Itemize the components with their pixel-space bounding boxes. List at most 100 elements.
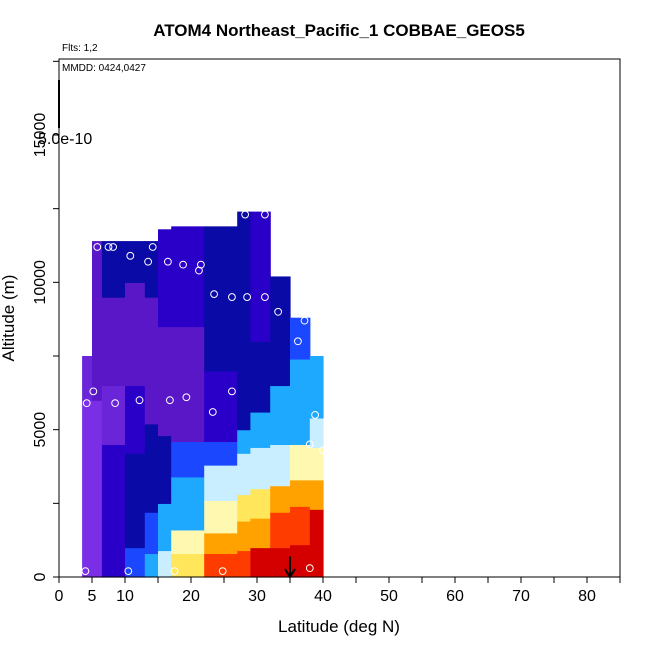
heatmap-cell-4-4 (144, 241, 159, 298)
heatmap-cell-2-0 (101, 444, 126, 578)
heatmap-cell-12-4 (309, 356, 324, 419)
sample-point (93, 243, 102, 251)
sample-point (208, 408, 217, 416)
heatmap-cell-3-2 (125, 385, 146, 454)
heatmap-cell-11-4 (290, 358, 311, 445)
heatmap-cell-8-4 (237, 429, 251, 454)
sample-point (319, 446, 327, 455)
heatmap-cell-5-3 (158, 326, 172, 437)
x-tick-label: 70 (512, 588, 530, 605)
heatmap-cell-7-0 (204, 553, 238, 578)
heatmap-cell-2-1 (101, 385, 126, 445)
heatmap-cell-5-1 (158, 503, 172, 552)
plot-frame (58, 58, 621, 578)
heatmap-cell-7-3 (204, 465, 238, 501)
sample-point (111, 399, 119, 408)
sample-point (170, 567, 179, 576)
heatmap-cell-1-0 (92, 400, 103, 578)
x-axis: 0 5 10 20 30 40 50 60 70 80 (55, 577, 621, 605)
heatmap-cell-9-4 (250, 411, 271, 448)
heatmap-layer (82, 211, 324, 578)
sample-points-layer (81, 210, 327, 576)
heatmap-cell-3-4 (125, 241, 146, 283)
sample-point (104, 243, 113, 251)
heatmap-cell-7-4 (204, 441, 238, 466)
sample-point (210, 290, 219, 299)
x-tick-label: 50 (380, 588, 398, 605)
sample-point (300, 316, 309, 325)
x-tick-label: 30 (248, 588, 266, 605)
heatmap-cell-7-6 (204, 226, 238, 372)
heatmap-cell-7-1 (204, 532, 238, 555)
sample-point (179, 260, 187, 269)
heatmap-cell-8-0 (237, 550, 251, 578)
dates-annotation: MMDD: 0424,0427 (62, 63, 146, 74)
sample-point (164, 257, 172, 266)
sample-point (165, 396, 174, 405)
heatmap-cell-12-1 (309, 479, 324, 510)
chart-title: ATOM4 Northeast_Pacific_1 COBBAE_GEOS5 (153, 21, 525, 40)
heatmap-cell-8-5 (237, 356, 251, 431)
heatmap-cell-12-2 (309, 447, 324, 481)
heatmap-cell-2-3 (101, 241, 126, 298)
heatmap-cell-8-6 (237, 211, 251, 357)
heatmap-cell-9-3 (250, 447, 271, 490)
sample-point (135, 396, 144, 405)
flights-annotation: Flts: 1,2 (62, 43, 98, 54)
heatmap-cell-9-1 (250, 518, 271, 549)
heatmap-cell-11-1 (290, 506, 311, 546)
sample-point (148, 243, 157, 251)
heatmap-cell-6-5 (171, 226, 205, 328)
sample-point (182, 393, 191, 402)
y-axis-label: Altitude (m) (0, 275, 18, 362)
sample-point (89, 387, 98, 396)
heatmap-cell-10-5 (270, 276, 291, 387)
heatmap-cell-5-2 (158, 435, 172, 504)
sample-point (261, 293, 269, 301)
heatmap-cell-0-0 (82, 400, 93, 578)
heatmap-cell-1-1 (92, 241, 103, 401)
heatmap-cell-9-0 (250, 547, 271, 578)
sample-point (126, 251, 135, 260)
y-tick-label: 0 (32, 572, 49, 581)
colorbar-label: 5.0e-10 (38, 131, 92, 148)
sample-point (82, 399, 91, 408)
heatmap-cell-10-2 (270, 485, 291, 513)
heatmap-cell-5-0 (158, 550, 172, 578)
heatmap-cell-12-3 (309, 417, 324, 448)
x-tick-label: 20 (182, 588, 200, 605)
sample-point (274, 307, 283, 316)
heatmap-cell-3-0 (125, 547, 146, 578)
heatmap-cell-8-2 (237, 494, 251, 522)
heatmap-cell-10-1 (270, 512, 291, 549)
sample-point (241, 210, 250, 219)
sample-point (197, 260, 205, 269)
x-tick-label: 5 (88, 588, 97, 605)
heatmap-cell-7-5 (204, 370, 238, 443)
y-axis: 0 5000 10000 15000 (32, 60, 59, 581)
heatmap-cell-4-1 (144, 512, 159, 555)
sample-point (228, 293, 236, 301)
sample-point (315, 325, 324, 334)
heatmap-cell-9-6 (250, 211, 271, 342)
heatmap-cell-12-0 (309, 509, 324, 578)
y-tick-label: 5000 (32, 412, 49, 448)
heatmap-cell-10-3 (270, 444, 291, 487)
sample-point (228, 387, 236, 396)
sample-point (305, 564, 314, 573)
x-tick-label: 60 (446, 588, 464, 605)
x-tick-label: 40 (314, 588, 332, 605)
heatmap-cell-4-0 (144, 553, 159, 578)
heatmap-cell-5-4 (158, 229, 172, 328)
x-tick-label: 80 (578, 588, 596, 605)
heatmap-cell-10-4 (270, 385, 291, 445)
heatmap-cell-2-2 (101, 297, 126, 387)
x-axis-label: Latitude (deg N) (278, 617, 400, 636)
heatmap-cell-6-1 (171, 529, 205, 555)
heatmap-cell-11-3 (290, 444, 311, 481)
sample-point (243, 293, 252, 301)
sample-point (305, 440, 314, 449)
x-tick-label: 10 (116, 588, 134, 605)
heatmap-cell-0-1 (82, 356, 93, 401)
